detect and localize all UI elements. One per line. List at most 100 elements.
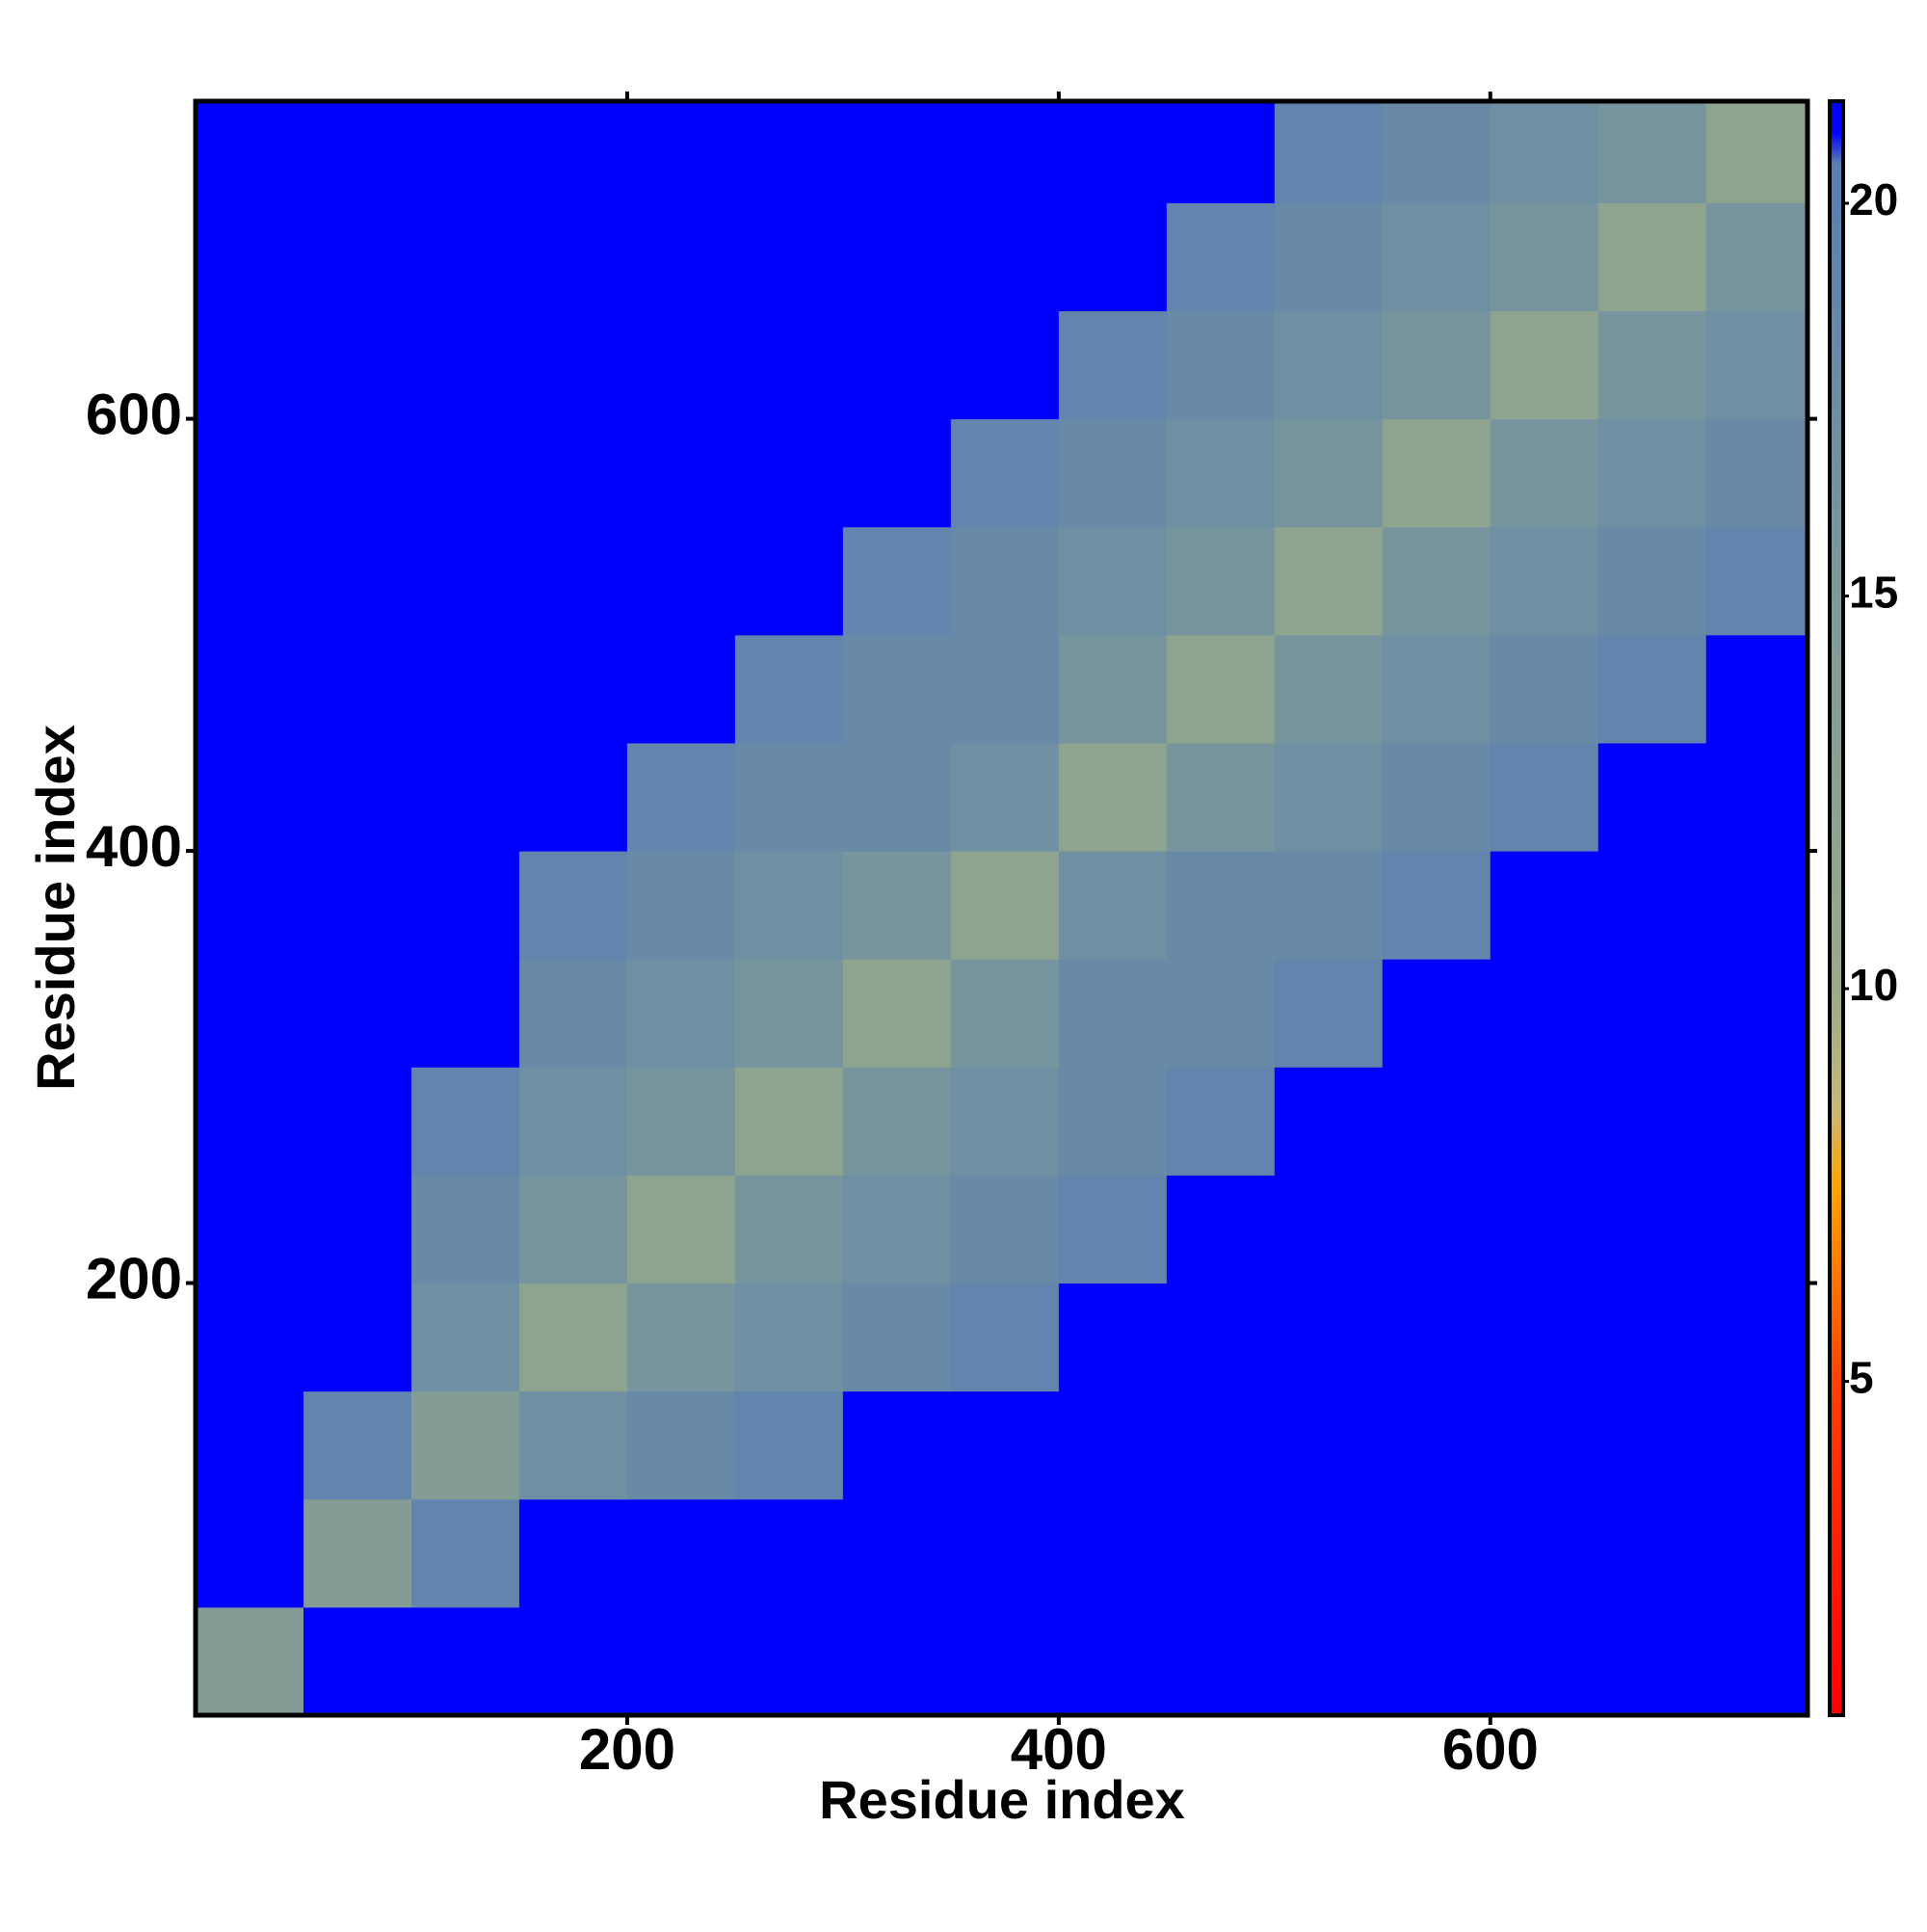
heatmap-cell <box>518 1175 628 1284</box>
heatmap-cell <box>1058 526 1168 636</box>
x-axis-title: Residue index <box>819 1769 1185 1830</box>
heatmap-cell <box>1058 1498 1168 1608</box>
heatmap-cell <box>950 526 1060 636</box>
heatmap-cell <box>950 1390 1060 1500</box>
heatmap-cell <box>410 310 520 420</box>
heatmap-cell <box>303 418 412 528</box>
heatmap-cell <box>1490 418 1599 528</box>
heatmap-cell <box>518 1067 628 1176</box>
heatmap-cell <box>1490 634 1599 744</box>
heatmap-cell <box>410 959 520 1068</box>
heatmap-cell <box>626 742 736 852</box>
heatmap-cell <box>1058 1283 1168 1392</box>
heatmap-cell <box>1490 101 1599 203</box>
heatmap-cell <box>1274 1283 1384 1392</box>
heatmap-cell <box>1597 634 1707 744</box>
heatmap-cell <box>1274 1175 1384 1284</box>
heatmap-cell <box>1058 634 1168 744</box>
heatmap-cell <box>1705 310 1808 420</box>
heatmap-cell <box>734 1175 844 1284</box>
heatmap-cell <box>518 202 628 312</box>
heatmap-cell <box>626 1175 736 1284</box>
heatmap-cell <box>410 1606 520 1716</box>
heatmap-cell <box>734 526 844 636</box>
heatmap-cell <box>1382 1067 1491 1176</box>
heatmap-cell <box>518 1606 628 1716</box>
heatmap-cell <box>410 1283 520 1392</box>
heatmap-cell <box>196 418 304 528</box>
heatmap-cell <box>1490 1498 1599 1608</box>
heatmap-cell <box>1274 1606 1384 1716</box>
heatmap-cell <box>303 1498 412 1608</box>
y-tick-label: 400 <box>86 814 182 879</box>
heatmap-cell <box>1705 959 1808 1068</box>
heatmap-cell <box>1597 101 1707 203</box>
heatmap-cell <box>1597 1606 1707 1716</box>
heatmap-cell <box>1382 634 1491 744</box>
heatmap-cell <box>1490 959 1599 1068</box>
heatmap-cell <box>410 1390 520 1500</box>
heatmap-cell <box>734 851 844 960</box>
heatmap-cell <box>1382 310 1491 420</box>
heatmap-cell <box>410 742 520 852</box>
heatmap-cell <box>1274 101 1384 203</box>
heatmap-cell <box>410 851 520 960</box>
heatmap-cell <box>196 742 304 852</box>
heatmap-cell <box>1382 851 1491 960</box>
heatmap-cell <box>734 959 844 1068</box>
heatmap-cell <box>1490 1283 1599 1392</box>
heatmap-cell <box>1058 742 1168 852</box>
colorbar-tick-label: 5 <box>1849 1353 1874 1403</box>
heatmap-cell <box>1382 1606 1491 1716</box>
heatmap-cell <box>1166 742 1276 852</box>
heatmap-cell <box>1705 1498 1808 1608</box>
heatmap-cell <box>1058 1067 1168 1176</box>
heatmap-cell <box>518 1390 628 1500</box>
heatmap-cell <box>950 1606 1060 1716</box>
heatmap-cell <box>1058 851 1168 960</box>
heatmap-cell <box>410 202 520 312</box>
heatmap-cell <box>950 959 1060 1068</box>
heatmap-cell <box>734 101 844 203</box>
y-tick-label: 600 <box>86 382 182 446</box>
heatmap-cell <box>1058 959 1168 1068</box>
heatmap-cell <box>518 526 628 636</box>
heatmap-cell <box>842 202 952 312</box>
heatmap-cell <box>1166 1283 1276 1392</box>
heatmap-cell <box>1382 418 1491 528</box>
heatmap-cell <box>518 742 628 852</box>
heatmap-cell <box>734 1283 844 1392</box>
heatmap-cell <box>1274 1067 1384 1176</box>
heatmap-cell <box>1705 1606 1808 1716</box>
heatmap-cell <box>626 418 736 528</box>
heatmap-cell <box>196 1283 304 1392</box>
heatmap-cell <box>734 742 844 852</box>
heatmap-cell <box>842 101 952 203</box>
heatmap-cell <box>303 1390 412 1500</box>
heatmap-cell <box>303 959 412 1068</box>
heatmap-cell <box>1490 1067 1599 1176</box>
heatmap-cell <box>1597 1498 1707 1608</box>
heatmap-cell <box>734 1390 844 1500</box>
heatmap-cell <box>1166 851 1276 960</box>
heatmap-cell <box>842 418 952 528</box>
heatmap-cell <box>196 959 304 1068</box>
heatmap-cell <box>1705 418 1808 528</box>
y-tick-label: 200 <box>86 1246 182 1310</box>
heatmap-cell <box>734 202 844 312</box>
heatmap-cell <box>626 1067 736 1176</box>
heatmap-cell <box>626 1498 736 1608</box>
heatmap-cell <box>1166 1498 1276 1608</box>
heatmap-cell <box>1058 202 1168 312</box>
heatmap-cell <box>1597 1390 1707 1500</box>
heatmap-cell <box>410 1175 520 1284</box>
colorbar-tick-label: 20 <box>1849 174 1898 225</box>
heatmap-cell <box>1490 851 1599 960</box>
heatmap-cell <box>1490 742 1599 852</box>
heatmap-cell <box>196 1390 304 1500</box>
heatmap-cell <box>734 634 844 744</box>
heatmap-cell <box>626 1606 736 1716</box>
heatmap-cell <box>1490 1175 1599 1284</box>
heatmap-cell <box>950 202 1060 312</box>
